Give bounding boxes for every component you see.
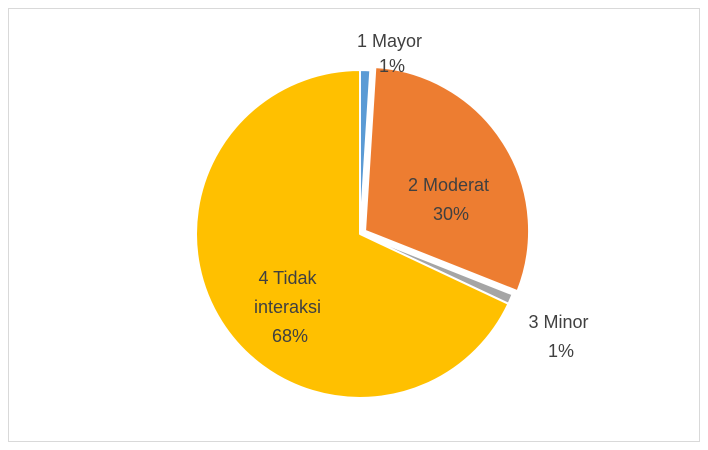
slice-label-minor-name: 3 Minor [528,312,588,332]
pie-slice-4-tidak-interaksi [195,69,510,399]
slice-label-minor-pct: 1% [548,341,574,361]
slice-label-minor: 3 Minor 1% [528,312,593,361]
slice-label-mayor: 1 Mayor 1% [357,31,427,76]
pie-slices [195,66,531,399]
slice-label-tidak-interaksi: 4 Tidak interaksi 68% [254,268,326,346]
slice-label-mayor-pct: 1% [379,56,405,76]
slice-label-moderat-name: 2 Moderat [408,175,489,195]
slice-label-moderat-pct: 30% [433,204,469,224]
slice-label-tidak-interaksi-name-line2: interaksi [254,297,321,317]
slice-label-tidak-interaksi-name-line1: 4 Tidak [258,268,317,288]
pie-slice-2-moderat [364,66,531,293]
pie-labels: 1 Mayor 1% 2 Moderat 30% 3 Minor 1% 4 Ti… [254,31,593,361]
slice-label-moderat: 2 Moderat 30% [408,175,494,224]
slice-label-tidak-interaksi-pct: 68% [272,326,308,346]
slice-label-mayor-name: 1 Mayor [357,31,422,51]
